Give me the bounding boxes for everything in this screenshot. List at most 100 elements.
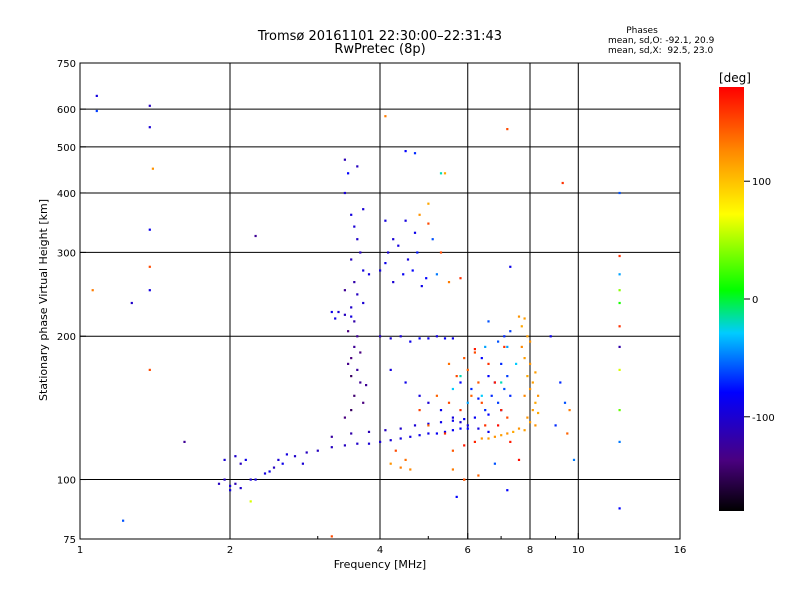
data-point — [362, 301, 365, 305]
data-point — [353, 320, 356, 323]
data-point — [618, 345, 621, 348]
data-point — [409, 340, 412, 343]
data-point — [151, 167, 154, 170]
x-tick-label: 6 — [465, 545, 471, 556]
data-point — [353, 394, 356, 397]
data-point — [459, 375, 462, 378]
data-point — [356, 335, 359, 338]
data-point — [350, 432, 353, 435]
data-point — [334, 317, 337, 320]
data-point — [234, 455, 237, 458]
data-point — [254, 234, 257, 238]
data-point — [418, 394, 421, 397]
y-tick-label: 750 — [57, 59, 76, 70]
data-point — [455, 375, 458, 378]
data-point — [466, 401, 469, 404]
data-point — [399, 427, 402, 430]
data-point — [506, 375, 509, 378]
data-point — [356, 368, 359, 371]
data-point — [487, 413, 490, 416]
data-point — [473, 351, 476, 354]
data-point — [463, 478, 466, 481]
data-point — [350, 258, 353, 261]
data-point — [389, 337, 392, 340]
data-point — [413, 152, 417, 155]
data-point — [350, 213, 353, 216]
stats-heading: Phases — [626, 26, 658, 36]
data-point — [520, 325, 523, 328]
data-point — [379, 335, 382, 338]
data-point — [463, 418, 466, 421]
data-point — [451, 449, 454, 452]
x-tick-label: 8 — [527, 545, 533, 556]
data-point — [517, 427, 521, 430]
data-point — [455, 495, 458, 498]
data-point — [473, 416, 476, 419]
data-point — [451, 416, 454, 419]
data-point — [451, 387, 454, 391]
data-point — [563, 401, 567, 404]
data-point — [148, 126, 151, 129]
data-point — [566, 432, 569, 435]
data-point — [413, 424, 417, 427]
data-point — [487, 320, 490, 323]
data-point — [484, 424, 487, 427]
data-point — [268, 470, 271, 473]
data-point — [343, 444, 346, 447]
data-point — [572, 458, 576, 461]
data-point — [350, 409, 353, 412]
data-point — [399, 466, 402, 469]
data-point — [389, 368, 392, 371]
data-point — [343, 289, 346, 292]
data-point — [420, 285, 423, 288]
data-point — [526, 335, 529, 338]
data-point — [353, 281, 356, 284]
data-point — [523, 394, 526, 397]
data-point — [459, 381, 462, 384]
data-point — [463, 444, 466, 447]
y-tick-label: 100 — [57, 476, 76, 487]
data-point — [515, 362, 518, 365]
data-point — [618, 254, 621, 258]
data-point — [520, 345, 523, 348]
grid-lines — [80, 63, 680, 539]
data-point — [148, 265, 151, 268]
data-point — [148, 289, 151, 292]
data-point — [529, 387, 532, 391]
data-point — [477, 397, 480, 400]
data-point — [435, 273, 438, 276]
data-point — [427, 432, 430, 435]
data-point — [427, 424, 430, 427]
data-point — [183, 440, 186, 443]
x-tick-label: 16 — [674, 545, 687, 556]
data-point — [463, 357, 466, 360]
data-point — [392, 281, 395, 284]
data-point — [359, 251, 362, 254]
data-point — [229, 484, 232, 487]
data-point — [451, 337, 454, 340]
data-point — [411, 269, 414, 272]
y-tick-label: 500 — [57, 143, 76, 154]
data-point — [487, 362, 490, 365]
data-point — [356, 165, 359, 168]
data-point — [493, 462, 496, 465]
chart-subtitle: RwPretec (8p) — [334, 42, 425, 57]
data-point — [503, 387, 506, 391]
data-point — [277, 458, 280, 461]
data-point — [95, 94, 98, 97]
data-point — [404, 219, 407, 222]
data-point — [439, 409, 443, 412]
data-point — [537, 411, 540, 415]
data-point — [367, 430, 371, 433]
data-point — [618, 301, 621, 305]
data-point — [402, 273, 405, 276]
data-point — [356, 238, 359, 241]
data-point — [500, 362, 503, 365]
data-point — [418, 434, 421, 437]
colorbar-label: [deg] — [719, 71, 751, 85]
data-point — [416, 251, 419, 254]
data-point — [425, 277, 428, 280]
data-point — [418, 409, 421, 412]
data-point — [263, 472, 267, 475]
data-point — [413, 231, 417, 234]
